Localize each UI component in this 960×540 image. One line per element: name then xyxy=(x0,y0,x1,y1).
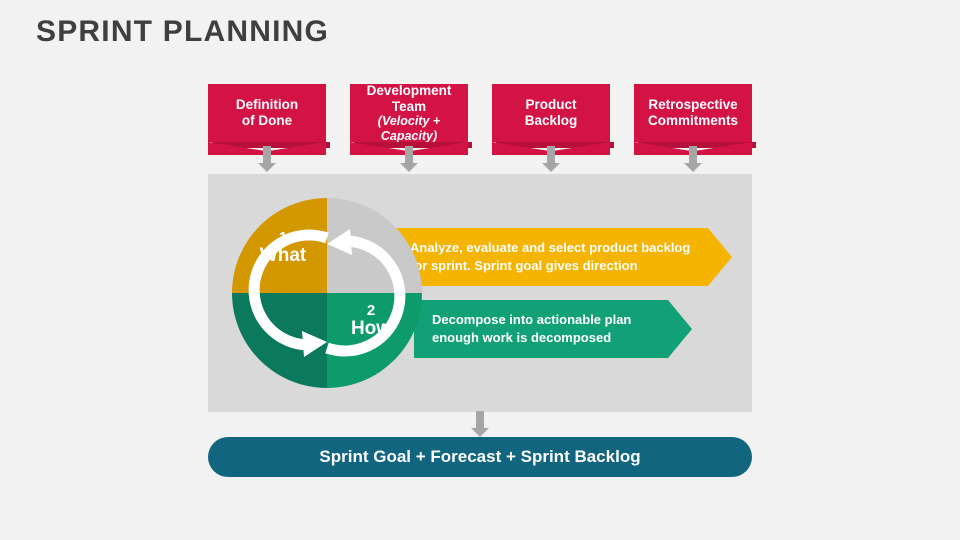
input-card-product-backlog: Product Backlog xyxy=(492,84,610,142)
flow-arrow-down xyxy=(542,146,560,172)
cycle-step-1-number: 1 xyxy=(278,229,288,246)
cycle-step-2-word: How xyxy=(350,317,392,339)
ribbon-shadow xyxy=(638,142,756,148)
input-card-line2: Commitments xyxy=(647,113,738,128)
input-card-line1: Definition xyxy=(235,97,299,113)
input-card-subtext: (Velocity + Capacity) xyxy=(377,114,441,143)
output-banner-label: Sprint Goal + Forecast + Sprint Backlog xyxy=(319,447,641,466)
flow-arrow-down-output xyxy=(471,411,489,437)
input-card-line1: Development xyxy=(366,82,452,98)
cycle-step-2-label: 2 How xyxy=(330,303,412,339)
ribbon-shadow xyxy=(496,142,614,148)
ribbon-shadow xyxy=(354,142,472,148)
input-card-line2: Team xyxy=(391,98,427,114)
flow-arrow-down xyxy=(684,146,702,172)
input-card-text: Development Team (Velocity + Capacity) xyxy=(354,83,464,143)
output-banner: Sprint Goal + Forecast + Sprint Backlog xyxy=(208,437,752,477)
input-card-text: Retrospective Commitments xyxy=(648,97,738,128)
callout-how-line2: enough work is decomposed xyxy=(432,330,612,345)
callout-how-text: Decompose into actionable plan enough wo… xyxy=(414,311,657,346)
input-card-line1: Product xyxy=(525,97,577,113)
input-card-definition-of-done: Definition of Done xyxy=(208,84,326,142)
flow-arrow-down xyxy=(258,146,276,172)
cycle-diagram: 1 What 2 How xyxy=(232,198,422,388)
callout-what-line2: for sprint. Sprint goal gives direction xyxy=(410,258,638,273)
page-title: SPRINT PLANNING xyxy=(36,15,330,48)
callout-what: Analyze, evaluate and select product bac… xyxy=(392,228,732,286)
input-card-text: Definition of Done xyxy=(236,97,298,128)
cycle-step-1-word: What xyxy=(259,244,307,266)
input-card-line2: Backlog xyxy=(524,113,578,128)
cycle-arrows-icon xyxy=(248,229,406,357)
input-card-line1: Retrospective xyxy=(648,97,738,113)
input-card-text: Product Backlog xyxy=(525,97,578,128)
cycle-step-2-number: 2 xyxy=(366,302,376,319)
cycle-step-1-label: 1 What xyxy=(242,230,324,266)
callout-what-line1: Analyze, evaluate and select product bac… xyxy=(410,240,691,256)
callout-how-line1: Decompose into actionable plan xyxy=(432,312,632,328)
ribbon-shadow xyxy=(212,142,330,148)
input-card-retrospective-commitments: Retrospective Commitments xyxy=(634,84,752,142)
callout-what-text: Analyze, evaluate and select product bac… xyxy=(392,239,716,274)
input-card-development-team: Development Team (Velocity + Capacity) xyxy=(350,83,468,143)
flow-arrow-down xyxy=(400,146,418,172)
input-card-line2: of Done xyxy=(241,113,293,128)
callout-how: Decompose into actionable plan enough wo… xyxy=(414,300,692,358)
